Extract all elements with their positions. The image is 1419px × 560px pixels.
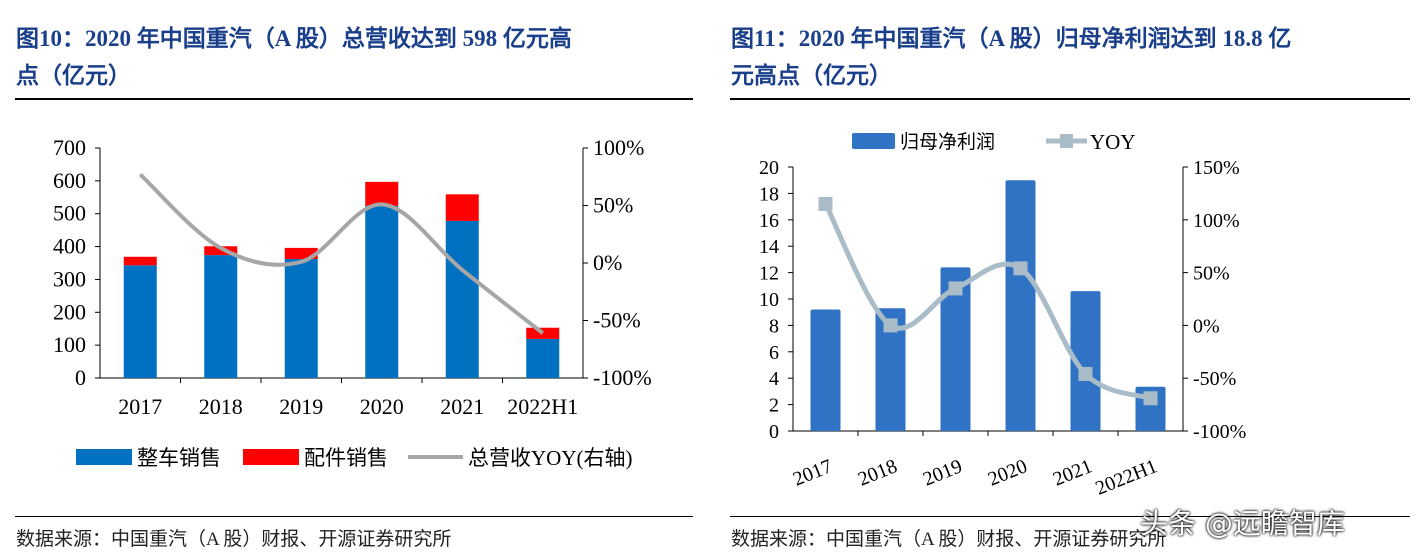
x-tick-label: 2018	[199, 394, 243, 419]
chart1-source: 数据来源：中国重汽（A 股）财报、开源证券研究所	[16, 529, 452, 550]
y-tick-label: 400	[53, 234, 86, 259]
legend-label: 归母净利润	[900, 131, 995, 153]
y-tick-label: 2	[769, 395, 779, 417]
y2-tick-label: -100%	[1193, 421, 1246, 443]
bar-配件销售	[445, 194, 479, 221]
line-总营收YOY(右轴)	[138, 172, 544, 335]
legend-marker	[1060, 134, 1073, 148]
line-marker	[1143, 391, 1158, 406]
bar-整车销售	[445, 220, 479, 378]
bar-整车销售	[204, 255, 238, 378]
line-YOY	[823, 202, 1152, 401]
y-tick-label: 700	[53, 135, 86, 160]
y-tick-label: 100	[53, 332, 86, 357]
x-tick-label: 2020	[985, 455, 1030, 490]
bar-归母净利润	[1005, 180, 1036, 431]
y2-tick-label: -50%	[593, 308, 641, 333]
x-tick-label: 2022H1	[1092, 455, 1160, 500]
y2-tick-label: -100%	[593, 365, 652, 390]
y-tick-label: 8	[769, 315, 779, 337]
legend-swatch	[852, 133, 895, 149]
y-tick-label: 500	[53, 201, 86, 226]
bar-归母净利润	[810, 309, 841, 431]
legend-swatch	[76, 449, 132, 465]
y-tick-label: 14	[759, 236, 779, 258]
y-tick-label: 20	[759, 157, 779, 179]
bar-配件销售	[204, 246, 238, 256]
chart2-source: 数据来源：中国重汽（A 股）财报、开源证券研究所	[731, 529, 1167, 550]
y-tick-label: 300	[53, 266, 86, 291]
bar-配件销售	[526, 327, 560, 339]
x-tick-label: 2020	[360, 394, 404, 419]
line-marker	[883, 318, 898, 333]
y-tick-label: 10	[759, 289, 779, 311]
line-marker	[1078, 366, 1093, 381]
title-line: 图11：2020 年中国重汽（A 股）归母净利润达到 18.8 亿	[731, 26, 1292, 51]
title-rule	[15, 98, 693, 100]
y2-tick-label: 100%	[593, 135, 644, 160]
x-tick-label: 2017	[118, 394, 162, 419]
bar-整车销售	[123, 265, 157, 378]
bar-归母净利润	[940, 267, 971, 431]
footer-rule	[730, 516, 1410, 517]
bar-整车销售	[526, 338, 560, 378]
bar-整车销售	[365, 205, 399, 378]
bar-配件销售	[284, 247, 318, 260]
line-marker	[948, 281, 963, 296]
x-tick-label: 2018	[855, 455, 900, 490]
y-tick-label: 200	[53, 299, 86, 324]
line-marker	[1013, 261, 1028, 276]
y2-tick-label: 150%	[1193, 157, 1240, 179]
chart1-title: 图10：2020 年中国重汽（A 股）总营收达到 598 亿元高 点（亿元）	[16, 20, 572, 94]
x-tick-label: 2019	[279, 394, 323, 419]
line-marker	[818, 196, 833, 211]
y2-tick-label: 50%	[593, 193, 633, 218]
y2-tick-label: 50%	[1193, 263, 1230, 285]
legend-label: 总营收YOY(右轴)	[468, 446, 632, 470]
y-tick-label: 18	[759, 183, 779, 205]
footer-rule	[15, 516, 693, 517]
x-tick-label: 2019	[920, 455, 965, 490]
y2-tick-label: 100%	[1193, 210, 1240, 232]
y-tick-label: 0	[75, 365, 86, 390]
bar-配件销售	[365, 181, 399, 206]
bar-整车销售	[284, 259, 318, 378]
y-tick-label: 0	[769, 421, 779, 443]
x-tick-label: 2021	[1050, 455, 1095, 490]
y-tick-label: 16	[759, 210, 779, 232]
bar-归母净利润	[875, 308, 906, 431]
title-line: 点（亿元）	[16, 63, 131, 88]
legend-label: 配件销售	[304, 446, 388, 470]
x-tick-label: 2021	[440, 394, 484, 419]
title-rule	[730, 98, 1410, 100]
legend-label: YOY	[1090, 130, 1136, 154]
y-tick-label: 600	[53, 168, 86, 193]
legend-label: 整车销售	[137, 446, 221, 470]
y2-tick-label: 0%	[593, 250, 622, 275]
title-line: 元高点（亿元）	[731, 63, 892, 88]
bar-归母净利润	[1070, 291, 1101, 431]
y2-tick-label: -50%	[1193, 368, 1236, 390]
legend-swatch	[243, 449, 299, 465]
y-tick-label: 6	[769, 342, 779, 364]
y-tick-label: 4	[769, 368, 779, 390]
x-tick-label: 2022H1	[507, 394, 578, 419]
y2-tick-label: 0%	[1193, 315, 1220, 337]
x-tick-label: 2017	[790, 455, 835, 490]
y-tick-label: 12	[759, 263, 779, 285]
watermark: 头条 @远瞻智库	[1140, 507, 1345, 540]
chart2-title: 图11：2020 年中国重汽（A 股）归母净利润达到 18.8 亿元高点（亿元）	[731, 20, 1291, 94]
title-line: 图10：2020 年中国重汽（A 股）总营收达到 598 亿元高	[16, 26, 572, 51]
bar-配件销售	[123, 256, 157, 266]
